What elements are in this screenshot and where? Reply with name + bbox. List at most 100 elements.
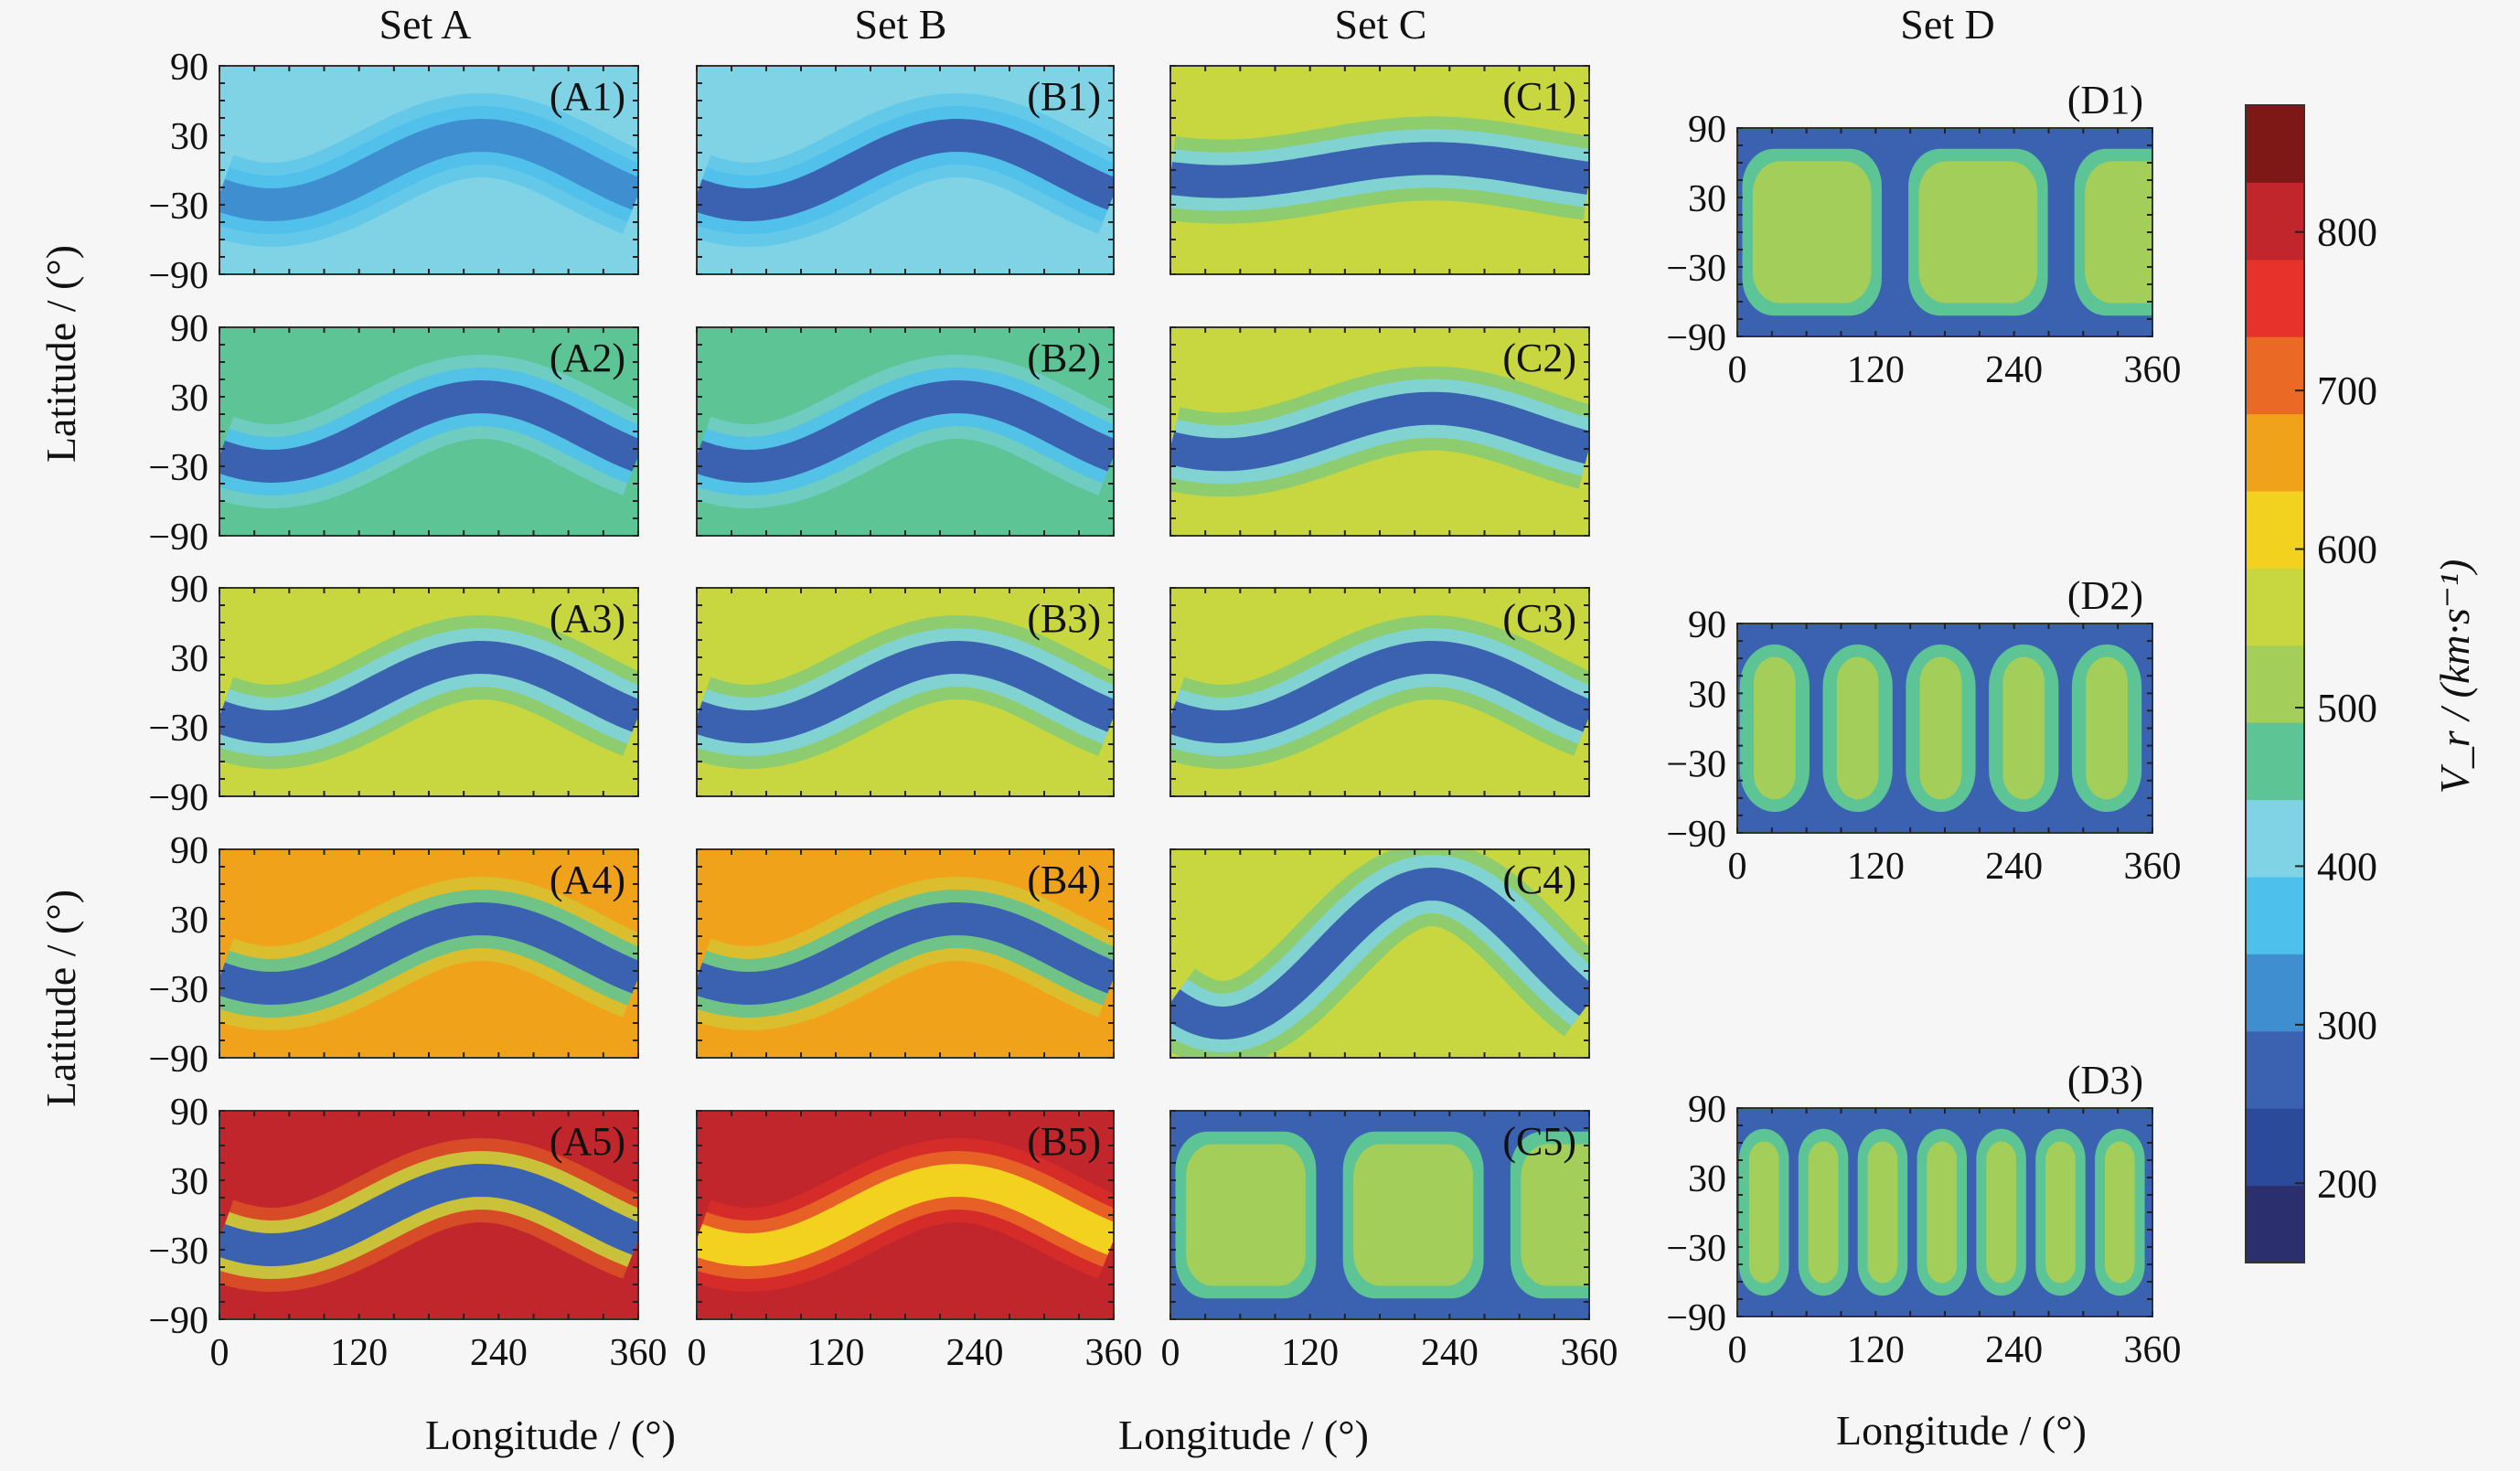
panel-label: (A5) [550, 1119, 625, 1164]
colorbar-segment [2246, 336, 2304, 415]
fast-wind-cell [1521, 1144, 1589, 1286]
panel-label: (C1) [1502, 74, 1576, 119]
longitude-label-d: Longitude / (°) [1836, 1407, 2087, 1454]
x-tick-label: 240 [1421, 1332, 1479, 1374]
x-tick-label: 240 [946, 1332, 1004, 1374]
x-tick-label: 240 [470, 1332, 528, 1374]
y-tick-label: −90 [148, 777, 208, 819]
y-tick-label: 30 [170, 900, 208, 942]
panel-c4: (C4) [1169, 848, 1590, 1059]
panel-c3: (C3) [1169, 587, 1590, 797]
y-tick-label: 90 [170, 569, 208, 611]
colorbar-segment [2246, 1185, 2304, 1263]
y-tick-label: −30 [148, 969, 208, 1011]
panel-label: (A2) [550, 336, 625, 380]
panel-a3: (A3) 90 30 −30 −90 [148, 569, 639, 819]
fast-wind-cell [1808, 1141, 1839, 1284]
fast-wind-cell [1918, 161, 2038, 304]
fast-wind-cell [2085, 161, 2152, 304]
panel-label: (B5) [1027, 1119, 1101, 1164]
slow-wind-band [1170, 142, 1589, 198]
colorbar-segment [2246, 1108, 2304, 1187]
set-title-b: Set B [855, 1, 947, 48]
colorbar-segment [2246, 105, 2304, 183]
x-tick-label: 360 [2124, 349, 2182, 391]
colorbar-segment [2246, 259, 2304, 337]
panel-ticks [1169, 587, 1590, 797]
x-tick-label: 120 [1847, 846, 1905, 888]
colorbar-segment [2246, 413, 2304, 492]
fast-wind-cell [1986, 1141, 2016, 1284]
panel-grid: (A1) 90 30 −30 −90 (A2) 90 30 −30 −90 (A3) 90 30 −30 −… [148, 47, 2182, 1374]
panel-label: (C4) [1502, 858, 1576, 902]
panel-label: (C2) [1502, 336, 1576, 380]
y-tick-label: −30 [148, 186, 208, 228]
fast-wind-cell [1353, 1144, 1474, 1286]
panel-label: (C5) [1502, 1119, 1576, 1164]
fast-wind-cell [1753, 656, 1796, 800]
slow-wind-band [1170, 640, 1589, 744]
panel-label: (B3) [1027, 596, 1101, 641]
colorbar-tick-label: 200 [2317, 1161, 2377, 1206]
panel-ticks [696, 1110, 1115, 1320]
x-tick-label: 120 [1281, 1332, 1339, 1374]
fast-wind-cell [2104, 1141, 2135, 1284]
fast-wind-cell [1748, 1141, 1779, 1284]
panel-ticks [219, 587, 639, 797]
y-tick-label: 30 [1688, 178, 1726, 220]
fast-wind-cell [2086, 656, 2128, 800]
panel-ticks [1169, 1110, 1590, 1320]
slow-wind-band [219, 901, 638, 1006]
slow-wind-band [1170, 867, 1589, 1040]
x-tick-label: 120 [1847, 1329, 1905, 1371]
y-tick-label: −90 [148, 255, 208, 297]
panel-ticks [219, 65, 639, 275]
y-tick-label: 30 [170, 1161, 208, 1203]
y-tick-label: −90 [1666, 814, 1726, 856]
y-tick-label: 90 [170, 1092, 208, 1134]
slow-wind-band [219, 1163, 638, 1267]
colorbar-tick-label: 300 [2317, 1003, 2377, 1048]
panel-b3: (B3) [696, 587, 1115, 797]
colorbar-segment [2246, 799, 2304, 878]
panel-b2: (B2) [696, 326, 1115, 537]
y-tick-label: −90 [148, 1039, 208, 1081]
set-title-c: Set C [1335, 1, 1427, 48]
x-tick-label: 240 [1985, 349, 2043, 391]
panel-c1: (C1) [1169, 65, 1590, 275]
y-tick-label: 90 [170, 830, 208, 872]
y-tick-label: −30 [1666, 744, 1726, 786]
colorbar-segment [2246, 182, 2304, 261]
y-tick-label: −30 [148, 447, 208, 489]
panel-label: (D1) [2067, 78, 2143, 123]
panel-d2: (D2) 90 30 −30 −900 120 240 360 [1666, 573, 2182, 888]
x-tick-label: 240 [1985, 846, 2043, 888]
y-tick-label: 30 [1688, 674, 1726, 716]
fast-wind-cell [1752, 161, 1872, 304]
y-tick-label: 90 [1688, 1089, 1726, 1131]
panel-label: (B2) [1027, 336, 1101, 380]
colorbar-tick-label: 700 [2317, 368, 2377, 413]
panel-label: (D2) [2067, 573, 2143, 618]
slow-wind-band [697, 379, 1114, 484]
x-tick-label: 360 [610, 1332, 667, 1374]
x-tick-label: 0 [1728, 1329, 1747, 1371]
latitude-label-top: Latitude / (°) [37, 245, 84, 463]
slow-wind-band [697, 640, 1114, 744]
x-tick-label: 0 [688, 1332, 707, 1374]
slow-wind-band [219, 118, 638, 222]
panel-label: (B1) [1027, 74, 1101, 119]
panel-a2: (A2) 90 30 −30 −90 [148, 308, 639, 559]
panel-ticks [696, 326, 1115, 537]
y-tick-label: −90 [148, 517, 208, 559]
colorbar-segment [2246, 954, 2304, 1032]
x-tick-label: 360 [2124, 846, 2182, 888]
y-tick-label: 30 [1688, 1158, 1726, 1200]
panel-b5: (B5) 0 120 240 360 [688, 1110, 1143, 1374]
panel-ticks [696, 587, 1115, 797]
x-tick-label: 360 [1085, 1332, 1143, 1374]
colorbar-frame [2245, 104, 2305, 1263]
panel-ticks [1169, 848, 1590, 1059]
colorbar-segment [2246, 568, 2304, 646]
